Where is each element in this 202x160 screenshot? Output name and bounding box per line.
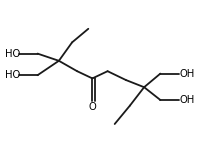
Text: OH: OH xyxy=(178,95,194,105)
Text: O: O xyxy=(88,102,96,112)
Text: OH: OH xyxy=(178,69,194,79)
Text: HO: HO xyxy=(4,70,20,80)
Text: HO: HO xyxy=(4,49,20,59)
